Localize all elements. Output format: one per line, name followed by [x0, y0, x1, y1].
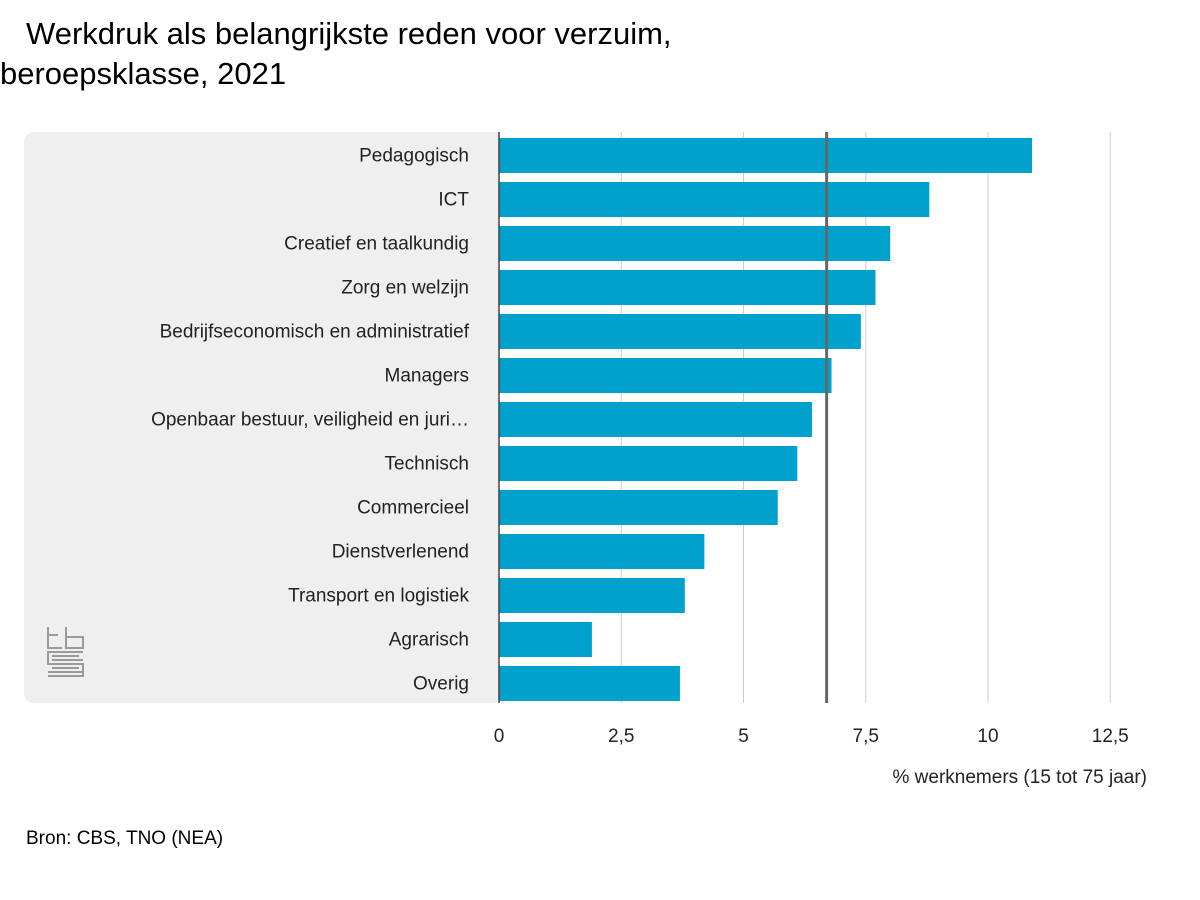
x-tick-label: 2,5 — [608, 726, 634, 747]
category-label: ICT — [438, 190, 469, 211]
category-label: Managers — [385, 366, 470, 387]
category-label: Creatief en taalkundig — [284, 234, 469, 255]
chart-title: Werkdruk als belangrijkste reden voor ve… — [0, 14, 800, 94]
cbs-logo-icon — [47, 627, 84, 677]
bar — [499, 622, 592, 657]
bar — [499, 490, 778, 525]
category-label: Technisch — [385, 454, 470, 475]
category-label: Agrarisch — [389, 630, 469, 651]
bar — [499, 666, 680, 701]
x-tick-label: 12,5 — [1092, 726, 1129, 747]
x-tick-label: 10 — [977, 726, 998, 747]
source-note: Bron: CBS, TNO (NEA) — [26, 828, 224, 849]
bar-chart: Pedagogisch ICT Creatief en taalkundig Zorg… — [24, 132, 1148, 788]
category-label: Bedrijfseconomisch en administratief — [160, 322, 470, 343]
category-label: Dienstverlenend — [332, 542, 469, 563]
bar — [499, 358, 832, 393]
x-tick-label: 0 — [494, 726, 505, 747]
bar — [499, 402, 812, 437]
bar — [499, 182, 930, 217]
category-label: Transport en logistiek — [288, 586, 469, 607]
bar — [499, 446, 798, 481]
x-axis-label: % werknemers (15 tot 75 jaar) — [893, 767, 1148, 788]
bar — [499, 226, 891, 261]
title-line-2: beroepsklasse, 2021 — [0, 56, 287, 91]
bar — [499, 138, 1033, 173]
category-label: Pedagogisch — [359, 146, 469, 167]
category-label: Commercieel — [357, 498, 469, 519]
label-panel-edge — [487, 132, 499, 703]
category-label: Openbaar bestuur, veiligheid en juri… — [151, 410, 469, 431]
x-tick-label: 7,5 — [853, 726, 879, 747]
bar — [499, 534, 705, 569]
title-line-1: Werkdruk als belangrijkste reden voor ve… — [26, 16, 672, 51]
bar — [499, 270, 876, 305]
bar — [499, 314, 861, 349]
category-label: Zorg en welzijn — [341, 278, 469, 299]
x-tick-label: 5 — [738, 726, 749, 747]
label-panel — [24, 132, 499, 703]
bar — [499, 578, 685, 613]
category-label: Overig — [413, 674, 469, 695]
